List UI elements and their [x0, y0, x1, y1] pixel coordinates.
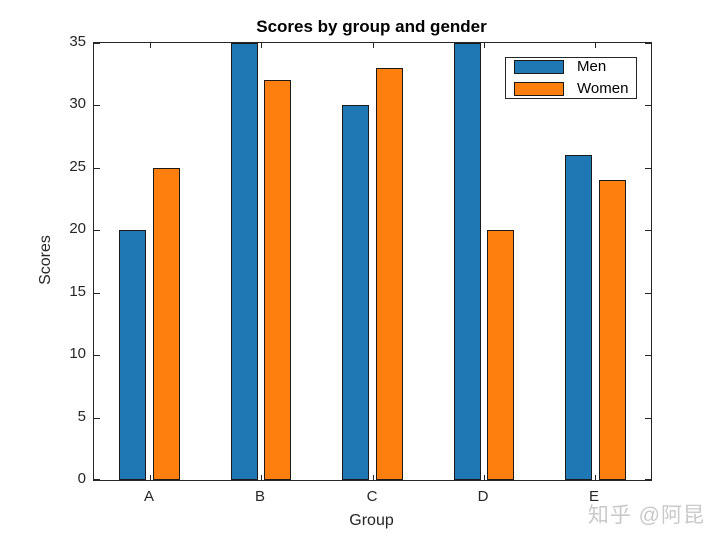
y-tick-mark-left [94, 105, 100, 106]
x-tick-mark-bottom [373, 475, 374, 480]
legend-label-men: Men [577, 58, 607, 75]
bar-men-C [342, 105, 369, 480]
y-tick-label-10: 10 [69, 345, 86, 362]
legend-swatch-women [514, 82, 564, 96]
y-tick-mark-left [94, 168, 100, 169]
x-tick-mark-top [373, 43, 374, 48]
y-tick-mark-right [645, 105, 651, 106]
bar-men-B [231, 43, 258, 480]
y-tick-label-5: 5 [77, 408, 86, 425]
y-tick-label-35: 35 [69, 33, 86, 50]
y-tick-label-25: 25 [69, 158, 86, 175]
bar-women-A [153, 168, 180, 480]
x-tick-mark-top [595, 43, 596, 48]
x-tick-label-E: E [588, 488, 599, 505]
x-tick-mark-top [150, 43, 151, 48]
y-tick-label-30: 30 [69, 95, 86, 112]
legend-entry-men: Men [506, 58, 636, 75]
bar-men-D [454, 43, 481, 480]
y-tick-label-20: 20 [69, 220, 86, 237]
bar-women-D [487, 230, 514, 480]
legend-entry-women: Women [506, 80, 636, 97]
x-tick-mark-top [484, 43, 485, 48]
x-tick-label-C: C [366, 488, 378, 505]
y-tick-label-15: 15 [69, 283, 86, 300]
y-tick-mark-left [94, 230, 100, 231]
y-tick-mark-left [94, 418, 100, 419]
legend-label-women: Women [577, 80, 629, 97]
bar-women-B [264, 80, 291, 480]
x-tick-label-D: D [477, 488, 489, 505]
y-tick-mark-right [645, 168, 651, 169]
x-tick-mark-bottom [484, 475, 485, 480]
y-tick-mark-right [645, 43, 651, 44]
y-tick-mark-left [94, 479, 100, 480]
y-tick-mark-right [645, 355, 651, 356]
plot-area [93, 42, 652, 481]
y-tick-mark-left [94, 293, 100, 294]
y-tick-mark-right [645, 418, 651, 419]
x-tick-mark-bottom [595, 475, 596, 480]
y-tick-mark-left [94, 43, 100, 44]
x-tick-mark-bottom [261, 475, 262, 480]
x-tick-label-A: A [143, 488, 154, 505]
x-axis-label: Group [349, 512, 394, 529]
y-tick-label-0: 0 [77, 470, 86, 487]
y-tick-mark-left [94, 355, 100, 356]
bar-men-A [119, 230, 146, 480]
y-tick-mark-right [645, 479, 651, 480]
x-tick-mark-bottom [150, 475, 151, 480]
x-tick-mark-top [261, 43, 262, 48]
x-tick-label-B: B [254, 488, 265, 505]
y-tick-mark-right [645, 293, 651, 294]
y-axis-label: Scores [37, 235, 54, 285]
bar-men-E [565, 155, 592, 480]
chart-title: Scores by group and gender [256, 17, 487, 36]
watermark: 知乎 @阿昆 [587, 504, 705, 527]
bar-women-C [376, 68, 403, 480]
y-tick-mark-right [645, 230, 651, 231]
bar-women-E [599, 180, 626, 480]
legend: Men Women [505, 57, 637, 99]
legend-swatch-men [514, 60, 564, 74]
